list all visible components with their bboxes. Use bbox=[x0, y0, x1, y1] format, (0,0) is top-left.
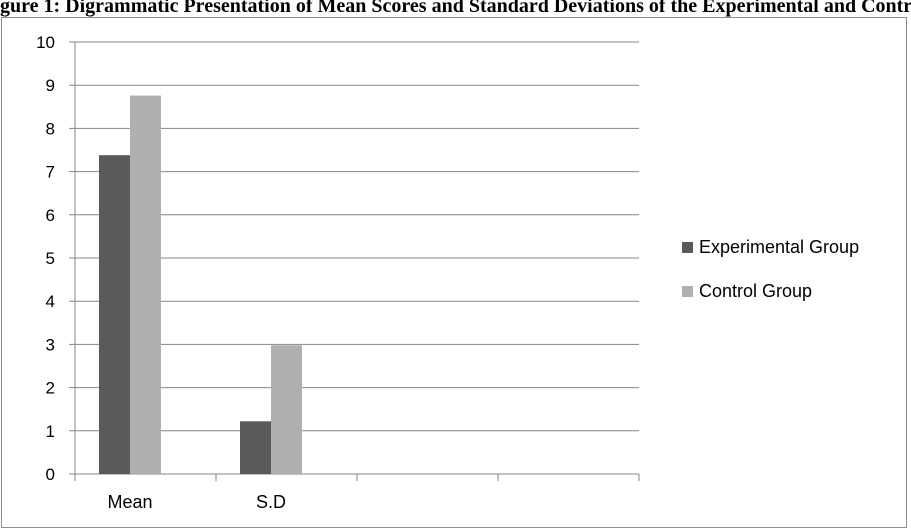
y-tick-label-10: 10 bbox=[36, 33, 55, 52]
legend-label-control: Control Group bbox=[699, 281, 812, 301]
y-tick-label-0: 0 bbox=[46, 465, 55, 484]
y-tick-label-9: 9 bbox=[46, 76, 55, 95]
chart-frame: 0 1 2 3 4 5 6 7 8 9 10 Mean S.D Experimental Group Con… bbox=[1, 17, 907, 528]
y-tick-label-4: 4 bbox=[46, 292, 55, 311]
y-tick-label-8: 8 bbox=[46, 119, 55, 138]
y-tick-label-1: 1 bbox=[46, 422, 55, 441]
bar-experimental-mean bbox=[99, 155, 130, 474]
bar-chart: 0 1 2 3 4 5 6 7 8 9 10 Mean S.D Experimental Group Con… bbox=[36, 33, 859, 512]
y-tick-label-5: 5 bbox=[46, 249, 55, 268]
figure-title: gure 1: Digrammatic Presentation of Mean… bbox=[0, 0, 911, 17]
bar-experimental-s-d bbox=[240, 421, 271, 474]
legend-swatch-experimental bbox=[682, 242, 693, 253]
bar-control-mean bbox=[130, 95, 161, 475]
bar-control-s-d bbox=[271, 345, 302, 474]
y-tick-label-3: 3 bbox=[46, 335, 55, 354]
y-tick-label-7: 7 bbox=[46, 163, 55, 182]
x-category-label-s-d: S.D bbox=[256, 492, 286, 512]
legend-swatch-control bbox=[682, 286, 693, 297]
legend-label-experimental: Experimental Group bbox=[699, 237, 859, 257]
y-tick-label-6: 6 bbox=[46, 206, 55, 225]
y-tick-label-2: 2 bbox=[46, 379, 55, 398]
x-category-label-mean: Mean bbox=[107, 492, 152, 512]
